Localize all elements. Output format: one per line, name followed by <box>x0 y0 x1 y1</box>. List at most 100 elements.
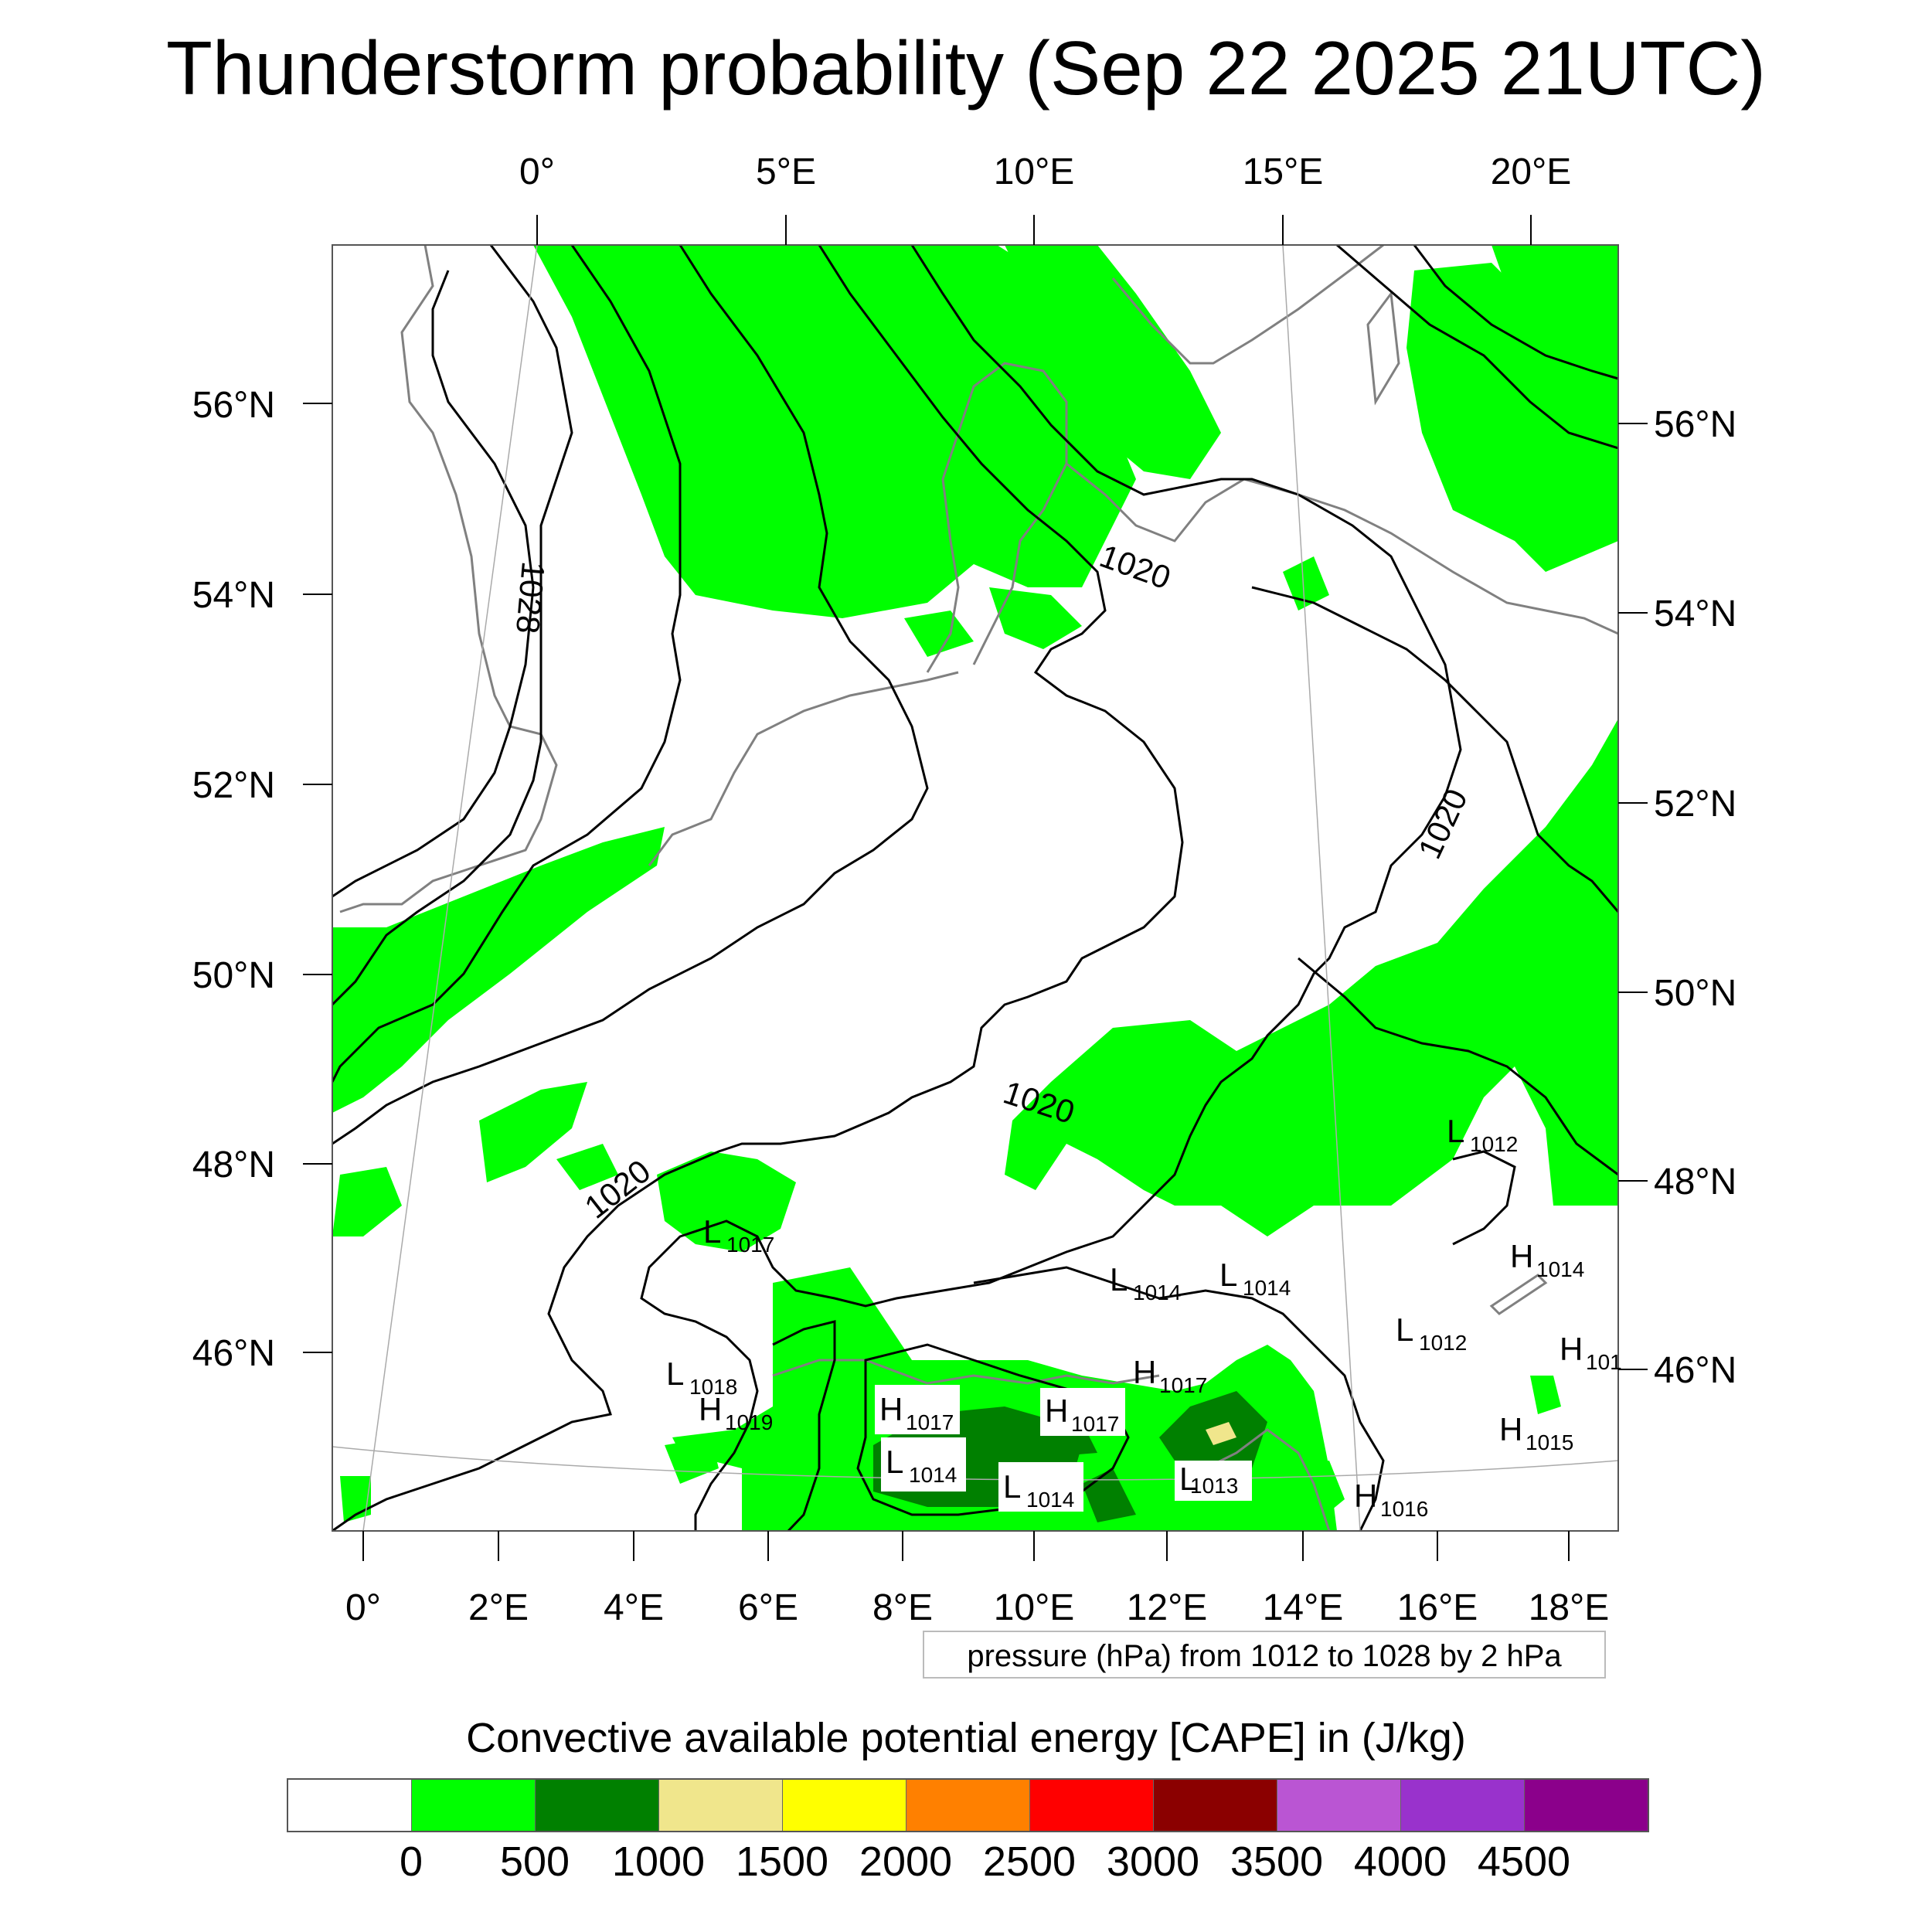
colorbar-swatch <box>1401 1780 1525 1831</box>
cape-area-france-east <box>657 1151 796 1252</box>
top-lon-label: 0° <box>519 151 555 192</box>
isobar-label: 1028 <box>509 560 552 635</box>
cape-area-baltic <box>1406 263 1618 572</box>
pressure-center-kind: H <box>1499 1411 1522 1447</box>
isobar-1014-central <box>973 1266 1385 1531</box>
bottom-lon-label: 6°E <box>738 1587 798 1628</box>
colorbar-swatch <box>906 1780 1030 1831</box>
pressure-center-kind: H <box>1354 1478 1377 1514</box>
pressure-center-value: 1017 <box>1071 1412 1119 1436</box>
axis-ticks <box>303 215 1648 1561</box>
isobars <box>332 245 1618 1531</box>
isobar-1024-north <box>332 245 682 1083</box>
left-lat-label: 56°N <box>192 385 275 426</box>
pressure-center-kind: L <box>666 1355 684 1392</box>
pressure-center: H 101 <box>1560 1331 1622 1374</box>
colorbar-swatch <box>288 1780 412 1831</box>
pressure-center-value: 1013 <box>1190 1474 1238 1498</box>
colorbar-tick-labels: 0 500 1000 1500 2000 2500 3000 3500 4000… <box>0 1838 1932 1892</box>
isobar-1012-east <box>1452 1150 1516 1246</box>
colorbar-swatch <box>659 1780 783 1831</box>
colorbar-tick-label: 1500 <box>735 1838 829 1885</box>
pressure-center: L 1012 <box>1396 1311 1467 1355</box>
right-lat-label: 46°N <box>1654 1350 1736 1391</box>
colorbar-swatch <box>1030 1780 1154 1831</box>
left-lat-label: 50°N <box>192 955 275 996</box>
pressure-contour-note: pressure (hPa) from 1012 to 1028 by 2 hP… <box>923 1631 1606 1679</box>
pressure-center-kind: H <box>1133 1354 1156 1390</box>
pressure-center-box <box>875 1385 960 1434</box>
isobar-1028 <box>332 245 573 1006</box>
pressure-center-value: 101 <box>1586 1350 1622 1374</box>
left-lat-label: 46°N <box>192 1333 275 1374</box>
isobar-1026-west <box>332 270 535 898</box>
pressure-center-kind: L <box>703 1213 721 1250</box>
bottom-lon-label: 0° <box>345 1587 381 1628</box>
pressure-center-value: 1015 <box>1526 1430 1573 1454</box>
colorbar-tick-label: 4500 <box>1477 1838 1571 1885</box>
coastline-baltic <box>1066 462 1618 635</box>
colorbar-swatch <box>1525 1780 1648 1831</box>
isobar-1022 <box>332 245 929 1145</box>
colorbar <box>287 1778 1649 1832</box>
top-lon-labels: 0° 5°E 10°E 15°E 20°E <box>519 151 1571 192</box>
cape-area-alps-south <box>672 1267 1337 1531</box>
pressure-center: H 1017 <box>875 1385 960 1434</box>
bottom-lon-label: 10°E <box>994 1587 1075 1628</box>
pressure-center: L 1014 <box>881 1437 966 1492</box>
pressure-center: H 1017 <box>1040 1388 1125 1436</box>
pressure-center-value: 1019 <box>725 1410 773 1434</box>
pressure-center: L 1014 <box>998 1462 1083 1512</box>
pressure-center-kind: L <box>886 1444 903 1480</box>
pressure-center: H 1014 <box>1510 1238 1584 1281</box>
colorbar-tick-label: 3500 <box>1230 1838 1324 1885</box>
colorbar-swatch <box>1277 1780 1401 1831</box>
map-panel <box>332 245 1618 1531</box>
colorbar-swatch <box>783 1780 906 1831</box>
colorbar-tick-label: 500 <box>499 1838 570 1885</box>
pressure-center: L 1018 <box>666 1355 737 1399</box>
coastline-sweden <box>1111 245 1384 365</box>
right-lat-label: 48°N <box>1654 1162 1736 1202</box>
pressure-center-value: 1012 <box>1470 1132 1518 1156</box>
pressure-center-value: 1017 <box>906 1410 954 1434</box>
bottom-lon-label: 18°E <box>1529 1587 1610 1628</box>
pressure-centers: L 1017 L 1014 L 1014 L 1012 L 1012 L 101… <box>666 1113 1622 1521</box>
pressure-center-value: 1018 <box>689 1375 737 1399</box>
coastline-denmark <box>926 362 1068 673</box>
pressure-center-value: 1012 <box>1419 1331 1467 1355</box>
bottom-lon-label: 2°E <box>468 1587 529 1628</box>
pressure-center-kind: L <box>1447 1113 1464 1149</box>
bottom-lon-label: 16°E <box>1397 1587 1478 1628</box>
bottom-lon-label: 14°E <box>1263 1587 1344 1628</box>
cape-shading <box>332 245 1618 1531</box>
map-title: Thunderstorm probability (Sep 22 2025 21… <box>166 26 1766 111</box>
pressure-center-value: 1014 <box>909 1463 957 1487</box>
pressure-center-kind: H <box>879 1391 903 1427</box>
border-lake-balaton <box>1489 1274 1548 1315</box>
colorbar-tick-label: 2500 <box>982 1838 1077 1885</box>
isobar-1016-south <box>772 1320 836 1531</box>
cape-area-denmark <box>1005 245 1221 479</box>
cape-area-germany-poland-blobs <box>904 556 1329 657</box>
pressure-center-value: 1014 <box>1243 1276 1291 1300</box>
right-lat-label: 52°N <box>1654 784 1736 825</box>
cape-area-central-europe <box>1005 719 1618 1236</box>
colorbar-tick-label: 4000 <box>1353 1838 1447 1885</box>
graticule-45N <box>332 1446 1618 1481</box>
pressure-center-box <box>881 1437 966 1492</box>
colorbar-tick-label: 2000 <box>859 1838 953 1885</box>
cape-area-channel <box>332 827 665 1113</box>
pressure-center-kind: L <box>1179 1461 1197 1497</box>
pressure-center: L 1014 <box>1110 1261 1181 1304</box>
pressure-center-value: 1014 <box>1026 1488 1074 1512</box>
pressure-center: H 1019 <box>699 1391 773 1434</box>
top-lon-label: 10°E <box>994 151 1075 192</box>
right-lat-label: 56°N <box>1654 404 1736 445</box>
pressure-center-box <box>1040 1388 1125 1436</box>
top-lon-label: 5°E <box>756 151 816 192</box>
graticule-15E <box>1282 245 1361 1531</box>
pressure-center-value: 1014 <box>1133 1281 1181 1304</box>
pressure-center: L 1012 <box>1447 1113 1518 1156</box>
